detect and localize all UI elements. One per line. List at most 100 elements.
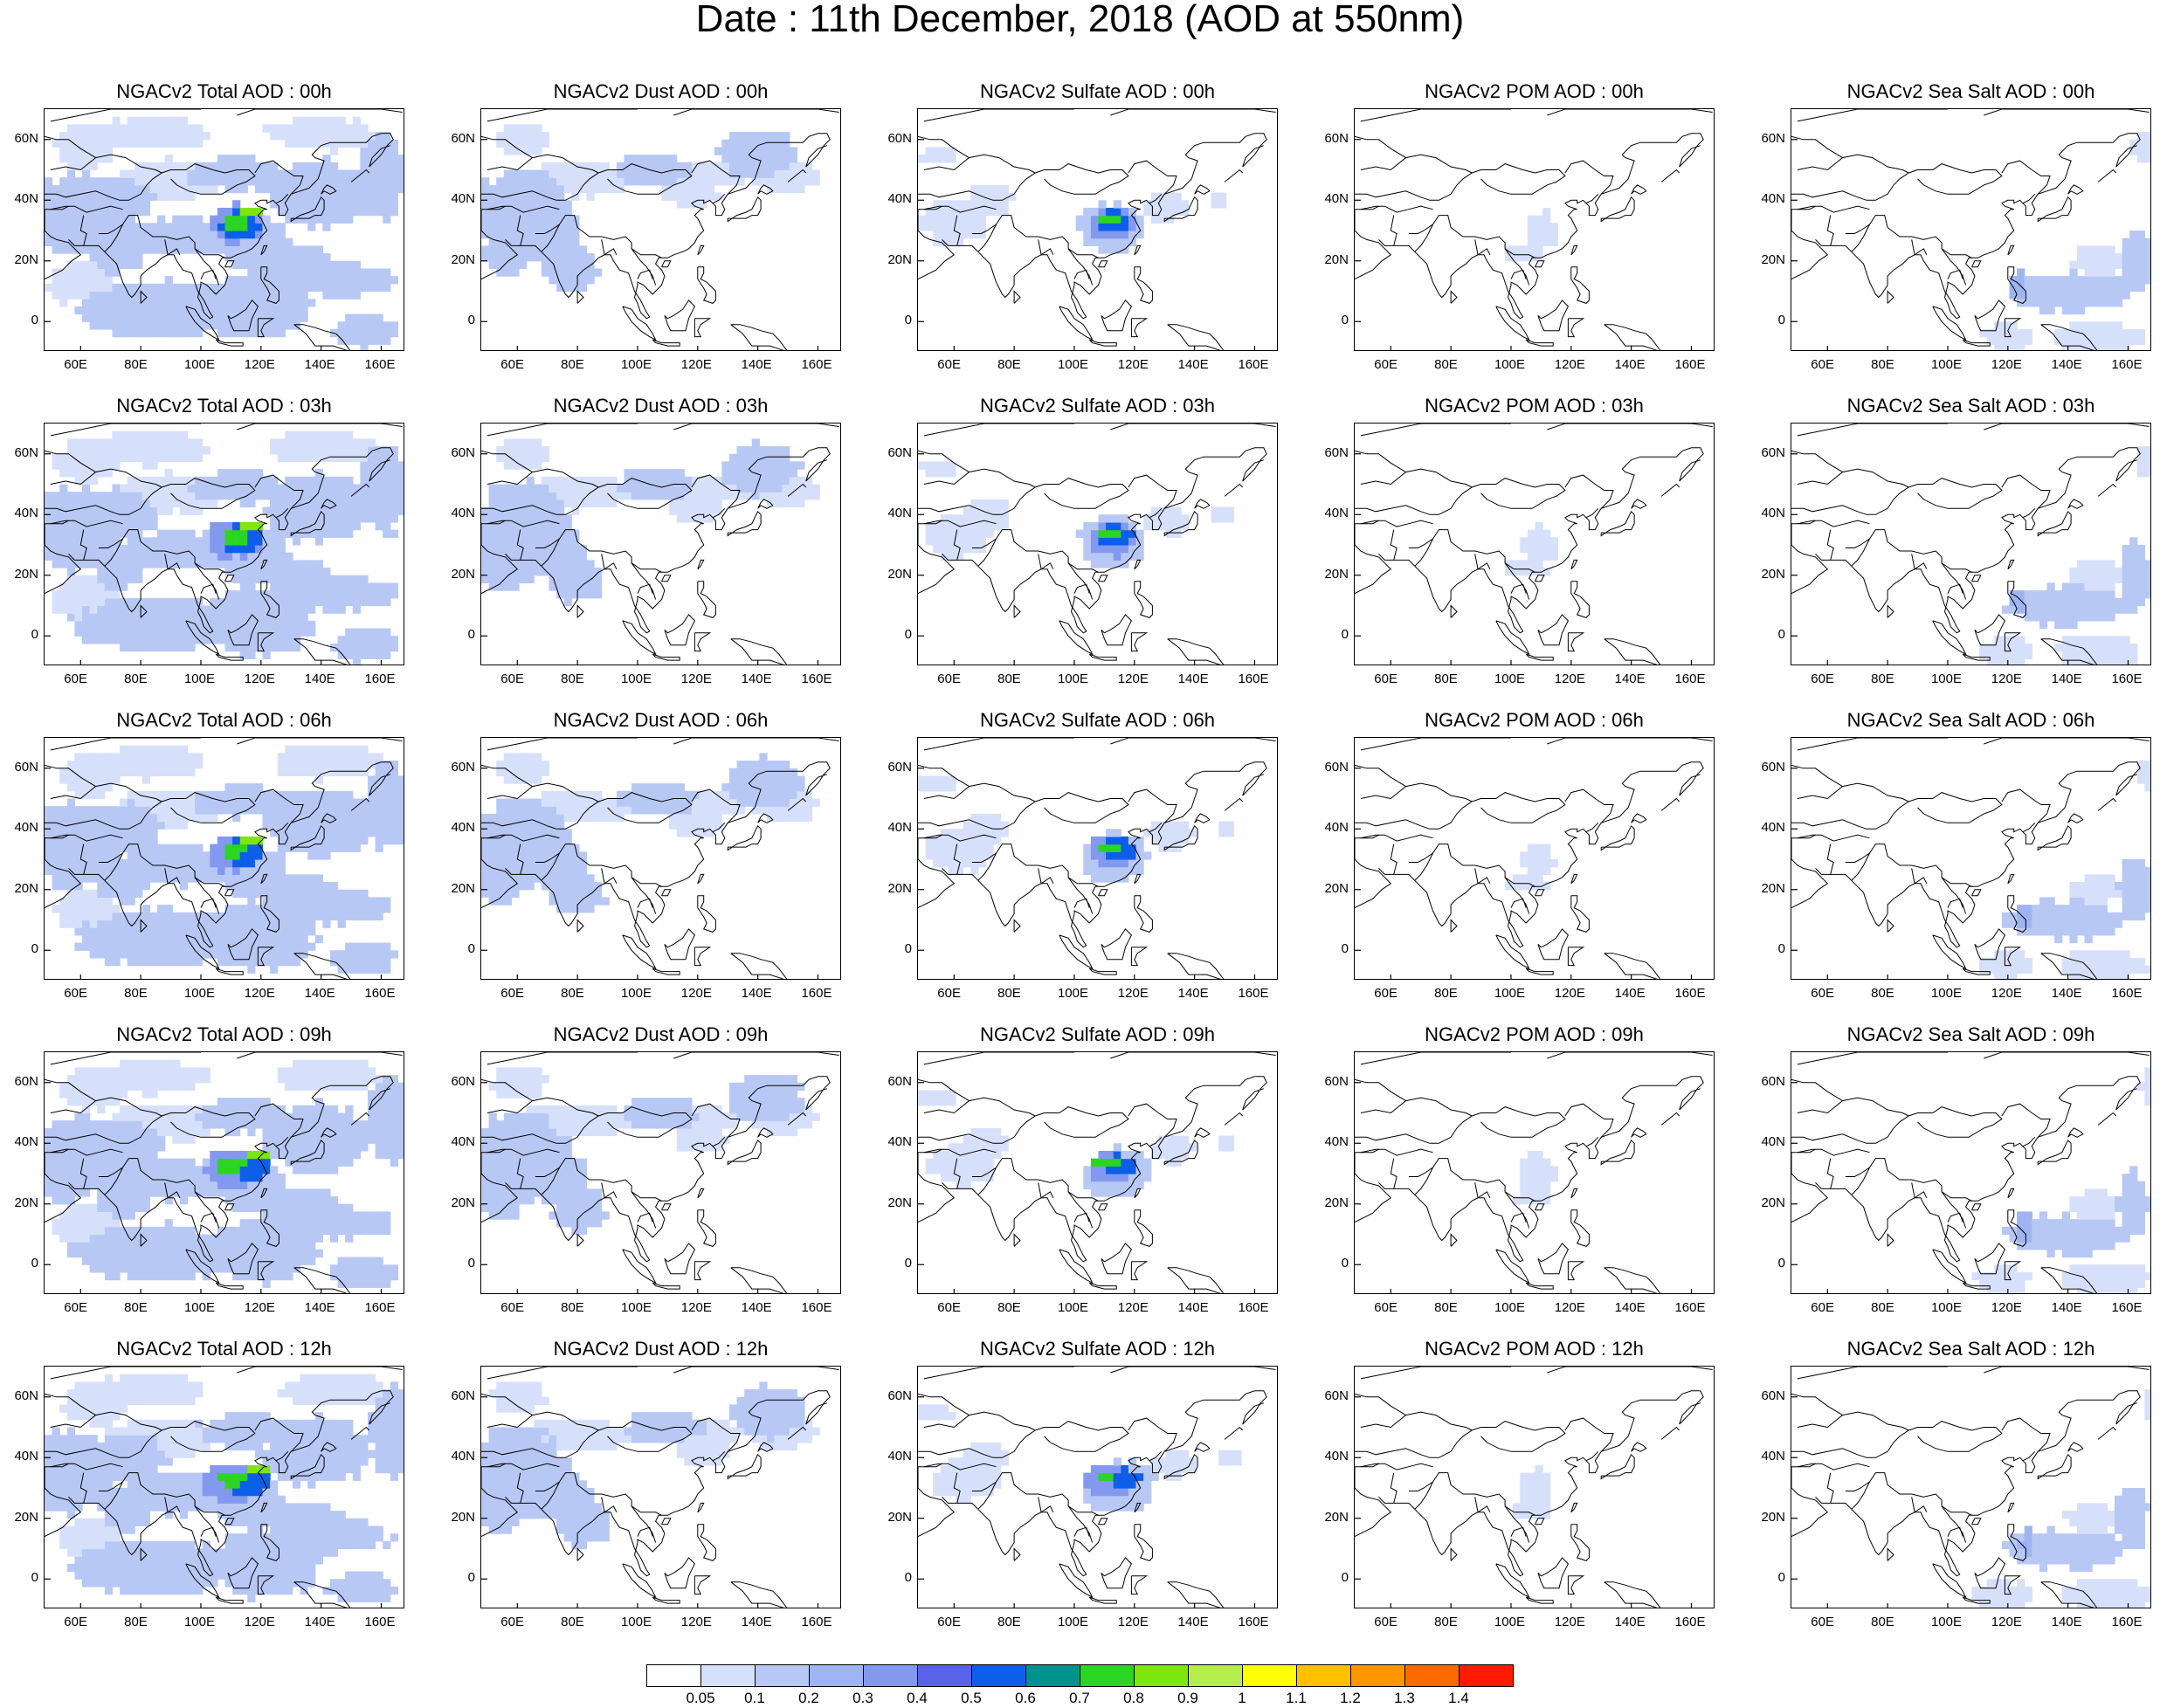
aod-cell xyxy=(254,590,264,599)
aod-cell xyxy=(247,590,256,599)
aod-cell xyxy=(390,821,398,830)
aod-cell xyxy=(782,147,790,155)
aod-cell xyxy=(210,866,218,875)
coastline-segment xyxy=(1360,205,1433,213)
aod-cell xyxy=(262,851,271,860)
aod-cell xyxy=(314,798,323,807)
aod-cell xyxy=(314,484,323,492)
aod-cell xyxy=(164,484,173,492)
aod-cell xyxy=(2024,336,2032,345)
aod-cell xyxy=(195,866,204,875)
aod-cell xyxy=(270,177,279,186)
aod-cell xyxy=(488,521,497,531)
aod-cell xyxy=(948,147,956,155)
aod-cell xyxy=(314,745,323,754)
aod-cell xyxy=(187,192,196,201)
x-tick-label: 60E xyxy=(1374,671,1397,686)
aod-cell xyxy=(66,492,76,500)
aod-cell xyxy=(254,215,264,224)
coastline-segment xyxy=(164,554,181,570)
aod-cell xyxy=(210,215,218,224)
aod-cell xyxy=(669,499,678,508)
coastline-segment xyxy=(1414,538,1433,567)
aod-cell xyxy=(586,582,595,591)
aod-cell xyxy=(254,537,264,546)
aod-cell xyxy=(345,438,354,447)
aod-cell xyxy=(948,223,956,231)
aod-cell xyxy=(503,582,513,591)
aod-cell xyxy=(2129,568,2138,576)
aod-cell xyxy=(699,169,707,178)
aod-cell xyxy=(549,276,557,285)
aod-cell xyxy=(285,919,293,928)
aod-cell xyxy=(345,200,354,209)
aod-cell xyxy=(104,836,114,845)
aod-cell xyxy=(2144,469,2150,478)
aod-cell xyxy=(2136,336,2145,345)
aod-cell xyxy=(534,492,542,500)
aod-cell xyxy=(112,597,121,607)
aod-cell xyxy=(254,889,264,899)
aod-cell xyxy=(1542,529,1551,538)
aod-cell xyxy=(74,499,83,508)
aod-cell xyxy=(164,291,173,300)
aod-cell xyxy=(127,628,135,637)
aod-cell xyxy=(232,844,241,852)
aod-cell xyxy=(782,446,790,455)
aod-cell xyxy=(157,139,166,148)
aod-cell xyxy=(217,798,226,807)
aod-cell xyxy=(202,934,210,944)
aod-cell xyxy=(66,874,76,883)
aod-cell xyxy=(556,492,565,500)
aod-cell xyxy=(1211,200,1219,209)
aod-cell xyxy=(549,552,557,561)
aod-cell xyxy=(534,124,542,133)
aod-cell xyxy=(511,260,520,270)
coastline-segment xyxy=(1360,109,1511,122)
aod-cell xyxy=(172,184,181,194)
aod-cell xyxy=(2084,582,2093,591)
aod-cell xyxy=(127,245,135,254)
map-canvas xyxy=(918,424,1276,665)
aod-cell xyxy=(74,806,83,815)
aod-cell xyxy=(157,537,166,546)
aod-cell xyxy=(390,177,398,186)
aod-cell xyxy=(669,155,678,163)
aod-cell xyxy=(578,253,588,262)
aod-cell xyxy=(594,476,603,486)
aod-cell xyxy=(270,813,279,823)
aod-cell xyxy=(2069,276,2078,285)
aod-cell xyxy=(262,245,271,254)
aod-cell xyxy=(224,859,233,868)
aod-cell xyxy=(149,162,158,171)
coastline-segment xyxy=(260,244,268,256)
aod-cell xyxy=(104,223,114,231)
coastlines xyxy=(45,424,403,665)
aod-cell xyxy=(127,132,135,141)
aod-cell xyxy=(653,169,663,178)
aod-cell xyxy=(285,238,293,246)
aod-cell xyxy=(519,245,528,254)
coastline-segment xyxy=(923,424,1074,437)
aod-cell xyxy=(367,147,376,155)
aod-cell xyxy=(766,469,776,478)
aod-cell xyxy=(292,260,301,270)
aod-cell xyxy=(89,829,98,837)
aod-cell xyxy=(661,162,670,171)
aod-cell xyxy=(179,215,189,224)
aod-cell xyxy=(179,169,189,178)
aod-cell xyxy=(127,829,135,837)
aod-cell xyxy=(172,597,181,607)
aod-cell xyxy=(82,628,91,637)
aod-cell xyxy=(1535,238,1543,246)
aod-cell xyxy=(217,844,226,852)
aod-cell xyxy=(135,806,143,815)
aod-cell xyxy=(496,260,505,270)
aod-cell xyxy=(202,162,210,171)
aod-cell xyxy=(519,253,528,262)
coastline-segment xyxy=(293,638,351,665)
aod-cell xyxy=(511,169,520,178)
aod-cell xyxy=(329,453,339,463)
aod-cell xyxy=(511,231,520,239)
aod-cell xyxy=(1113,238,1121,246)
